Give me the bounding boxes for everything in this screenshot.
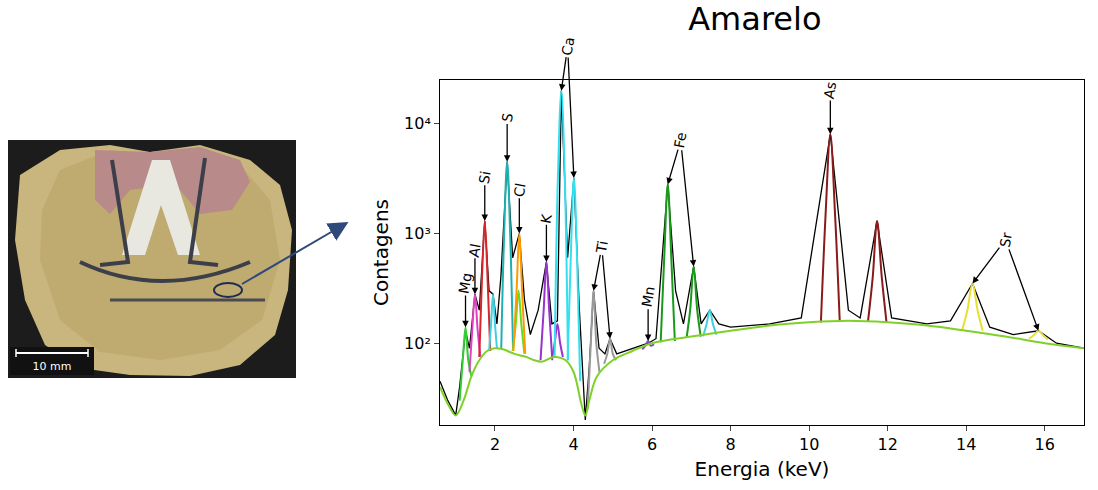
svg-text:Al: Al bbox=[466, 242, 484, 258]
svg-text:2: 2 bbox=[490, 435, 500, 454]
svg-text:Fe: Fe bbox=[671, 131, 690, 149]
svg-text:Cl: Cl bbox=[511, 182, 529, 198]
svg-text:10³: 10³ bbox=[404, 224, 431, 243]
svg-text:Energia (keV): Energia (keV) bbox=[695, 457, 830, 481]
svg-text:Ca: Ca bbox=[559, 36, 578, 57]
svg-text:16: 16 bbox=[1035, 435, 1055, 454]
svg-text:As: As bbox=[821, 81, 840, 100]
svg-text:Fe: Fe bbox=[671, 131, 690, 149]
svg-text:6: 6 bbox=[647, 435, 657, 454]
svg-text:Contagens: Contagens bbox=[369, 199, 393, 306]
svg-text:Si: Si bbox=[476, 170, 494, 185]
svg-text:Mn: Mn bbox=[638, 285, 657, 308]
svg-text:Mg: Mg bbox=[456, 272, 475, 295]
svg-text:12: 12 bbox=[877, 435, 897, 454]
svg-text:10²: 10² bbox=[404, 334, 431, 353]
svg-text:S: S bbox=[499, 112, 516, 124]
svg-text:Sr: Sr bbox=[997, 231, 1015, 248]
svg-text:14: 14 bbox=[956, 435, 976, 454]
svg-text:4: 4 bbox=[568, 435, 578, 454]
svg-text:10⁴: 10⁴ bbox=[404, 114, 431, 133]
svg-text:Ti: Ti bbox=[593, 239, 611, 255]
svg-text:Ti: Ti bbox=[593, 239, 611, 255]
svg-text:Amarelo: Amarelo bbox=[688, 0, 821, 38]
svg-text:8: 8 bbox=[725, 435, 735, 454]
svg-text:K: K bbox=[538, 212, 555, 225]
svg-text:10: 10 bbox=[799, 435, 819, 454]
svg-text:Sr: Sr bbox=[997, 231, 1015, 248]
svg-text:Ca: Ca bbox=[559, 36, 578, 57]
svg-text:10 mm: 10 mm bbox=[33, 360, 72, 373]
